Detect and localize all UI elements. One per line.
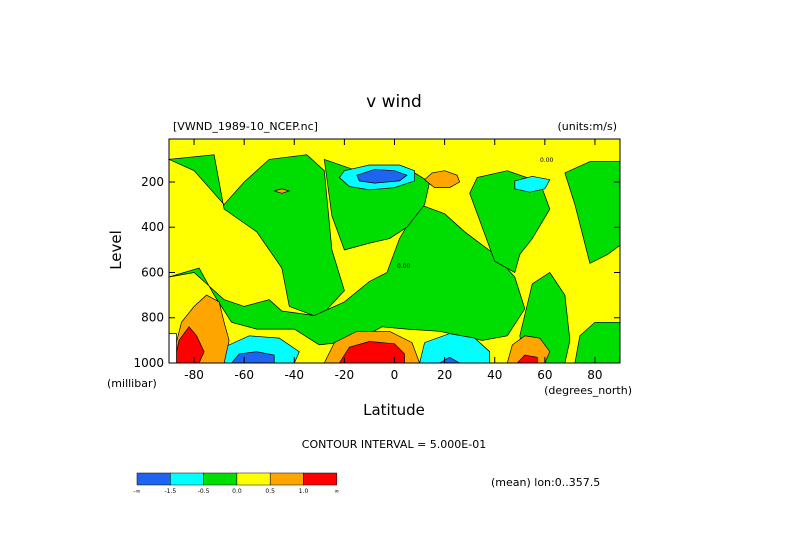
contour-region-green xyxy=(564,161,621,264)
colorbar-swatch xyxy=(236,472,271,486)
contour-region-white xyxy=(168,333,177,364)
x-tick-label: -60 xyxy=(234,368,254,382)
x-tick-label: 0 xyxy=(391,368,399,382)
mean-label: (mean) lon:0..357.5 xyxy=(491,476,600,489)
contour-region-blue xyxy=(356,169,408,184)
y-axis-label: Level xyxy=(107,230,125,270)
y-axis-ticks: 200 400 600 800 1000 xyxy=(133,175,620,370)
colorbar-label: 0.0 xyxy=(232,488,242,495)
contour-interval-label: CONTOUR INTERVAL = 5.000E-01 xyxy=(302,438,486,451)
x-tick-label: 40 xyxy=(487,368,502,382)
dataset-label: [VWND_1989-10_NCEP.nc] xyxy=(173,120,318,133)
x-axis-label: Latitude xyxy=(363,401,425,419)
units-label: (units:m/s) xyxy=(558,120,618,133)
colorbar-label: -∞ xyxy=(133,488,140,495)
x-tick-label: -80 xyxy=(184,368,204,382)
contour-region-green xyxy=(167,154,345,319)
x-tick-label: -40 xyxy=(284,368,304,382)
colorbar-swatch xyxy=(170,472,204,486)
colorbar-label: 0.5 xyxy=(265,488,275,495)
x-tick-label: 20 xyxy=(437,368,452,382)
chart-title: v wind xyxy=(366,92,422,112)
x-tick-label: 60 xyxy=(537,368,552,382)
y-units-label: (millibar) xyxy=(107,377,157,390)
x-units-label: (degrees_north) xyxy=(544,384,632,397)
plot-area: 0.00 0.00 xyxy=(167,138,621,364)
contour-label: 0.00 xyxy=(540,157,554,164)
colorbar-swatch xyxy=(136,472,171,486)
x-tick-label: -20 xyxy=(335,368,355,382)
y-tick-label: 400 xyxy=(141,220,164,234)
contour-labels: 0.00 0.00 xyxy=(397,157,554,270)
contour-regions xyxy=(167,154,621,364)
colorbar-label: 1.0 xyxy=(299,488,309,495)
y-tick-label: 600 xyxy=(141,265,164,279)
contour-region-orange xyxy=(272,188,291,194)
colorbar-swatch xyxy=(269,472,304,486)
colorbar-label: -0.5 xyxy=(198,488,210,495)
colorbar-swatch xyxy=(203,472,238,486)
contour-region-cyan xyxy=(514,175,551,193)
colorbar: -∞ -1.5 -0.5 0.0 0.5 1.0 ∞ xyxy=(133,472,339,495)
y-tick-label: 200 xyxy=(141,175,164,189)
colorbar-swatch xyxy=(303,472,338,486)
contour-region-orange xyxy=(424,170,461,188)
contour-label: 0.00 xyxy=(397,263,411,270)
y-tick-label: 1000 xyxy=(133,356,164,370)
x-axis-ticks: -80 -60 -40 -20 0 20 40 60 80 xyxy=(184,139,603,382)
colorbar-label: ∞ xyxy=(334,488,339,495)
x-tick-label: 80 xyxy=(587,368,602,382)
colorbar-label: -1.5 xyxy=(164,488,176,495)
y-tick-label: 800 xyxy=(141,311,164,325)
